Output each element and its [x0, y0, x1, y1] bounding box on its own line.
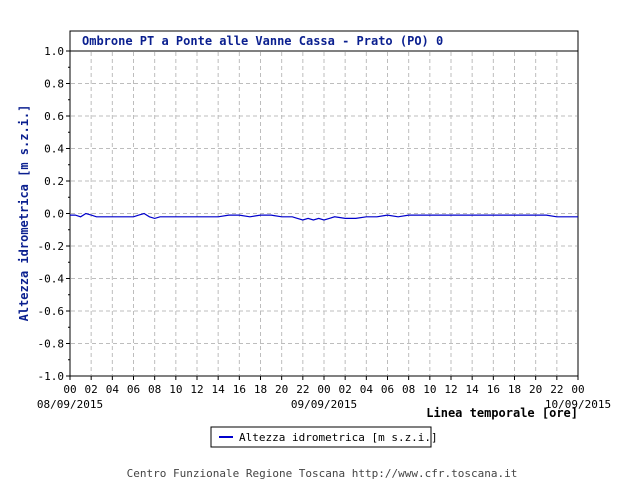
grid	[71, 52, 577, 375]
x-tick-label: 02	[85, 383, 98, 396]
x-axis: 00 02 04 06 08 10 12 14 16 18 20 22 00 02 04 06 08 10 12 14…	[37, 376, 611, 411]
y-axis: 1.0 0.8 0.6 0.4 0.2 0.0 -0.2 -0.4 -0.6 -0.8 -1.0	[38, 45, 70, 383]
x-tick-label: 14	[466, 383, 480, 396]
x-tick-label: 12	[190, 383, 203, 396]
x-tick-label: 00	[63, 383, 76, 396]
x-tick-label: 16	[233, 383, 246, 396]
y-tick-label: 0.8	[44, 78, 64, 91]
chart-title: Ombrone PT a Ponte alle Vanne Cassa - Pr…	[82, 34, 443, 48]
x-tick-label: 22	[550, 383, 563, 396]
x-tick-label: 14	[212, 383, 226, 396]
y-tick-label: -0.4	[38, 273, 65, 286]
y-tick-label: 0.2	[44, 175, 64, 188]
x-tick-label: 06	[127, 383, 140, 396]
x-tick-label: 18	[508, 383, 521, 396]
x-date-label: 08/09/2015	[37, 398, 103, 411]
x-date-label: 09/09/2015	[291, 398, 357, 411]
legend-label: Altezza idrometrica [m s.z.i.]	[239, 431, 438, 444]
x-tick-label: 04	[106, 383, 120, 396]
y-tick-label: 0.0	[44, 208, 64, 221]
x-tick-label: 10	[169, 383, 182, 396]
x-tick-label: 00	[571, 383, 584, 396]
y-tick-label: 1.0	[44, 45, 64, 58]
x-tick-label: 20	[275, 383, 288, 396]
y-tick-label: -0.6	[38, 305, 65, 318]
x-tick-label: 02	[339, 383, 352, 396]
y-tick-label: 0.6	[44, 110, 64, 123]
x-tick-label: 20	[529, 383, 542, 396]
y-tick-label: -0.2	[38, 240, 65, 253]
footer-credit: Centro Funzionale Regione Toscana http:/…	[127, 467, 518, 480]
x-tick-label: 06	[381, 383, 394, 396]
x-date-label: 10/09/2015	[545, 398, 611, 411]
x-tick-label: 08	[402, 383, 415, 396]
x-tick-label: 22	[296, 383, 309, 396]
y-axis-label: Altezza idrometrica [m s.z.i.]	[17, 105, 31, 322]
x-axis-label: Linea temporale [ore]	[426, 406, 578, 420]
x-tick-label: 08	[148, 383, 161, 396]
x-tick-label: 16	[487, 383, 500, 396]
y-tick-label: -1.0	[38, 370, 65, 383]
x-tick-label: 10	[423, 383, 436, 396]
legend-box	[210, 426, 432, 448]
x-tick-label: 12	[444, 383, 457, 396]
y-tick-label: -0.8	[38, 338, 65, 351]
x-tick-label: 00	[317, 383, 330, 396]
y-tick-label: 0.4	[44, 143, 64, 156]
x-tick-label: 04	[360, 383, 374, 396]
series-layer	[70, 212, 578, 221]
series-line	[70, 212, 578, 221]
x-tick-label: 18	[254, 383, 267, 396]
